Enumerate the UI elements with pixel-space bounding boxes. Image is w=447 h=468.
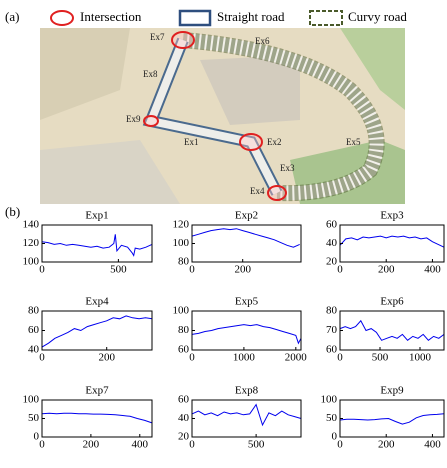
y-tick-label: 80	[28, 305, 40, 317]
x-tick-label: 200	[98, 352, 115, 364]
chart-title: Exp5	[235, 296, 259, 308]
chart-title: Exp4	[85, 296, 109, 308]
intersection	[240, 134, 262, 150]
map-label: Ex6	[255, 36, 270, 46]
y-tick-label: 60	[326, 219, 338, 231]
data-line	[42, 234, 152, 255]
x-tick-label: 0	[39, 264, 45, 276]
data-line	[340, 236, 444, 247]
map-label: Ex9	[126, 114, 141, 124]
data-line	[42, 316, 152, 347]
x-tick-label: 1000	[233, 352, 256, 364]
map-label: Ex3	[280, 163, 295, 173]
y-tick-label: 120	[23, 237, 40, 249]
chart-title: Exp7	[85, 385, 109, 397]
panel-label: (a)	[5, 9, 19, 24]
chart-title: Exp3	[380, 210, 404, 222]
y-tick-label: 140	[23, 219, 40, 231]
y-tick-label: 100	[23, 256, 40, 268]
legend-swatch	[310, 11, 342, 25]
chart-title: Exp9	[380, 385, 404, 397]
y-tick-label: 40	[326, 237, 338, 249]
data-line	[192, 325, 301, 344]
y-tick-label: 100	[173, 237, 190, 249]
plot-frame	[42, 400, 152, 437]
x-tick-label: 500	[372, 352, 389, 364]
x-tick-label: 200	[83, 439, 100, 451]
map-label: Ex8	[143, 69, 158, 79]
data-line	[340, 321, 444, 341]
map-label: Ex5	[346, 137, 361, 147]
x-tick-label: 400	[424, 439, 441, 451]
map-label: Ex7	[150, 32, 165, 42]
intersection	[172, 32, 194, 48]
y-tick-label: 40	[178, 412, 190, 424]
x-tick-label: 400	[132, 439, 149, 451]
x-tick-label: 0	[39, 352, 45, 364]
figure: (a) Intersection Straight road Curvy roa…	[0, 0, 447, 468]
panel-label: (b)	[5, 204, 20, 219]
x-tick-label: 0	[189, 264, 195, 276]
legend-swatch	[51, 11, 73, 25]
y-tick-label: 100	[23, 394, 40, 406]
x-tick-label: 1000	[409, 352, 432, 364]
x-tick-label: 0	[337, 439, 343, 451]
x-tick-label: 500	[248, 439, 265, 451]
x-tick-label: 2000	[285, 352, 308, 364]
map-label: Ex1	[184, 137, 199, 147]
chart-title: Exp6	[380, 296, 404, 308]
y-tick-label: 60	[28, 324, 40, 336]
y-tick-label: 60	[326, 344, 338, 356]
plot-frame	[192, 400, 301, 437]
y-tick-label: 60	[178, 344, 190, 356]
legend-swatch	[180, 11, 210, 25]
data-line	[42, 413, 152, 423]
x-tick-label: 200	[378, 264, 395, 276]
y-tick-label: 80	[178, 324, 190, 336]
y-tick-label: 80	[178, 256, 190, 268]
y-tick-label: 100	[321, 394, 338, 406]
data-line	[192, 229, 300, 248]
x-tick-label: 0	[337, 264, 343, 276]
plot-frame	[340, 225, 444, 262]
plot-frame	[340, 400, 444, 437]
x-tick-label: 200	[234, 264, 251, 276]
chart-title: Exp8	[235, 385, 259, 397]
x-tick-label: 0	[189, 352, 195, 364]
x-tick-label: 400	[424, 264, 441, 276]
y-tick-label: 60	[178, 394, 190, 406]
x-tick-label: 0	[39, 439, 45, 451]
x-tick-label: 200	[378, 439, 395, 451]
plot-frame	[340, 311, 444, 350]
legend-label: Curvy road	[348, 9, 407, 24]
y-tick-label: 50	[28, 412, 40, 424]
y-tick-label: 40	[28, 344, 40, 356]
y-tick-label: 100	[173, 305, 190, 317]
y-tick-label: 20	[178, 431, 190, 443]
y-tick-label: 80	[326, 305, 338, 317]
x-tick-label: 0	[189, 439, 195, 451]
chart-title: Exp1	[85, 210, 108, 222]
data-line	[192, 405, 301, 425]
plot-frame	[192, 225, 301, 262]
y-tick-label: 70	[326, 324, 338, 336]
map-label: Ex2	[267, 137, 282, 147]
legend-label: Straight road	[217, 9, 285, 24]
data-line	[340, 414, 444, 424]
x-tick-label: 500	[110, 264, 127, 276]
y-tick-label: 120	[173, 219, 190, 231]
intersection	[144, 116, 158, 126]
intersection	[268, 186, 286, 200]
plot-frame	[42, 311, 152, 350]
y-tick-label: 50	[326, 412, 338, 424]
chart-title: Exp2	[235, 210, 258, 222]
map-label: Ex4	[250, 186, 265, 196]
x-tick-label: 0	[337, 352, 343, 364]
map: Ex1 Ex2 Ex3 Ex4 Ex5 Ex6 Ex7 Ex8 Ex9	[40, 28, 405, 204]
y-tick-label: 20	[326, 256, 338, 268]
page: (a) Intersection Straight road Curvy roa…	[0, 0, 447, 468]
legend-label: Intersection	[80, 9, 142, 24]
